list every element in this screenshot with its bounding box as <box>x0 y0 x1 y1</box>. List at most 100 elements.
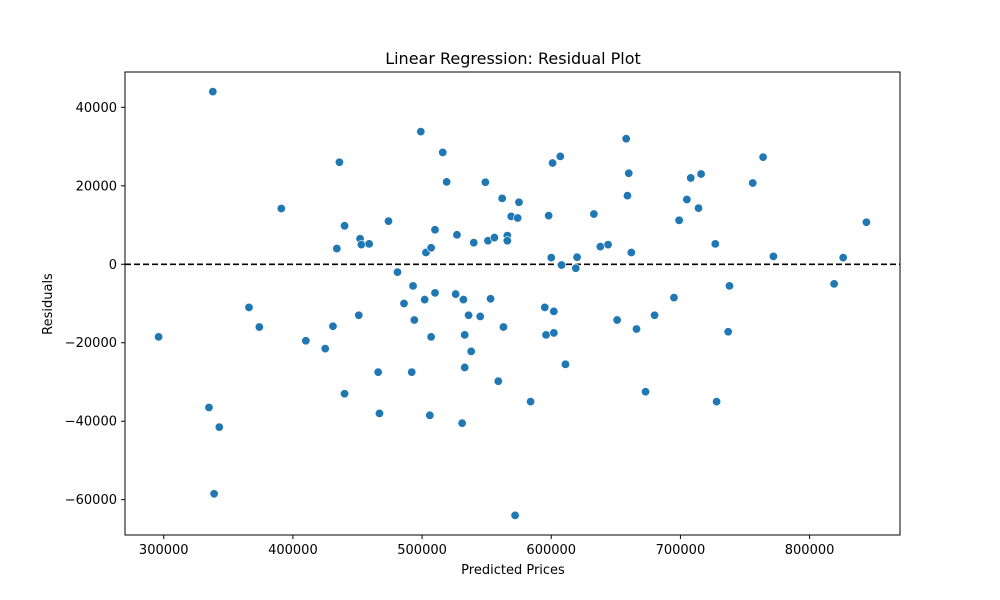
data-point <box>356 240 366 250</box>
y-tick-label: 40000 <box>76 101 117 116</box>
data-point <box>328 321 338 331</box>
data-point <box>549 306 559 316</box>
data-point <box>650 310 660 320</box>
data-point <box>723 327 733 337</box>
data-point <box>332 244 342 254</box>
data-point <box>393 267 403 277</box>
data-point <box>486 294 496 304</box>
y-tick-label: 0 <box>109 258 117 273</box>
data-point <box>526 397 536 407</box>
data-point <box>544 211 554 221</box>
data-point <box>631 324 641 334</box>
x-axis: 300000 400000 500000 600000 700000 800000 <box>139 535 834 558</box>
data-point <box>669 293 679 303</box>
x-tick-label: 300000 <box>139 543 189 558</box>
data-point <box>838 253 848 263</box>
data-point <box>572 252 582 262</box>
data-point <box>469 238 479 248</box>
data-point <box>420 295 430 305</box>
data-point <box>549 328 559 338</box>
x-tick-label: 500000 <box>397 543 447 558</box>
data-point <box>603 240 613 250</box>
data-point <box>334 157 344 167</box>
data-point <box>493 376 503 386</box>
y-axis: −60000 −40000 −20000 0 20000 40000 <box>65 101 125 508</box>
data-point <box>624 168 634 178</box>
data-point <box>214 422 224 432</box>
data-point <box>301 336 311 346</box>
data-point <box>682 195 692 205</box>
data-point <box>626 247 636 257</box>
x-tick-label: 600000 <box>526 543 576 558</box>
data-point <box>407 367 417 377</box>
data-point <box>425 410 435 420</box>
data-point <box>589 209 599 219</box>
data-point <box>209 489 219 499</box>
data-point <box>408 281 418 291</box>
data-point <box>540 302 550 312</box>
data-point <box>451 289 461 299</box>
data-point <box>686 173 696 183</box>
data-point <box>458 295 468 305</box>
x-tick-label: 700000 <box>656 543 706 558</box>
data-point <box>498 322 508 332</box>
data-point <box>621 134 631 144</box>
plot-frame <box>124 71 901 536</box>
data-point <box>430 225 440 235</box>
data-point <box>460 362 470 372</box>
data-point <box>320 344 330 354</box>
y-tick-label: 20000 <box>76 179 117 194</box>
data-point <box>748 178 758 188</box>
data-point <box>829 279 839 289</box>
data-point <box>710 239 720 249</box>
points-layer <box>154 87 871 520</box>
data-point <box>276 204 286 214</box>
data-point <box>340 389 350 399</box>
data-point <box>514 197 524 207</box>
data-point <box>340 221 350 231</box>
data-point <box>546 253 556 263</box>
data-point <box>426 243 436 253</box>
data-point <box>442 177 452 187</box>
data-point <box>430 288 440 298</box>
data-point <box>489 233 499 243</box>
data-point <box>513 213 523 223</box>
data-point <box>254 322 264 332</box>
data-point <box>374 408 384 418</box>
data-point <box>354 310 364 320</box>
data-point <box>426 332 436 342</box>
data-point <box>548 158 558 168</box>
data-point <box>154 332 164 342</box>
y-tick-label: −60000 <box>65 493 117 508</box>
plot-area <box>124 71 901 536</box>
data-point <box>204 402 214 412</box>
x-axis-label: Predicted Prices <box>461 563 565 578</box>
data-point <box>622 191 632 201</box>
y-tick-label: −20000 <box>65 336 117 351</box>
data-point <box>244 302 254 312</box>
data-point <box>460 330 470 340</box>
data-point <box>383 216 393 226</box>
y-axis-label: Residuals <box>41 273 56 335</box>
data-point <box>457 418 467 428</box>
data-point <box>475 311 485 321</box>
data-point <box>497 193 507 203</box>
data-point <box>452 230 462 240</box>
data-point <box>541 330 551 340</box>
data-point <box>712 397 722 407</box>
data-point <box>861 217 871 227</box>
data-point <box>364 239 374 249</box>
data-point <box>464 310 474 320</box>
data-point <box>416 127 426 137</box>
data-point <box>724 281 734 291</box>
data-point <box>612 315 622 325</box>
data-point <box>595 242 605 252</box>
data-point <box>696 169 706 179</box>
data-point <box>641 387 651 397</box>
data-point <box>409 315 419 325</box>
data-point <box>438 147 448 157</box>
data-point <box>510 510 520 520</box>
x-tick-label: 800000 <box>785 543 835 558</box>
